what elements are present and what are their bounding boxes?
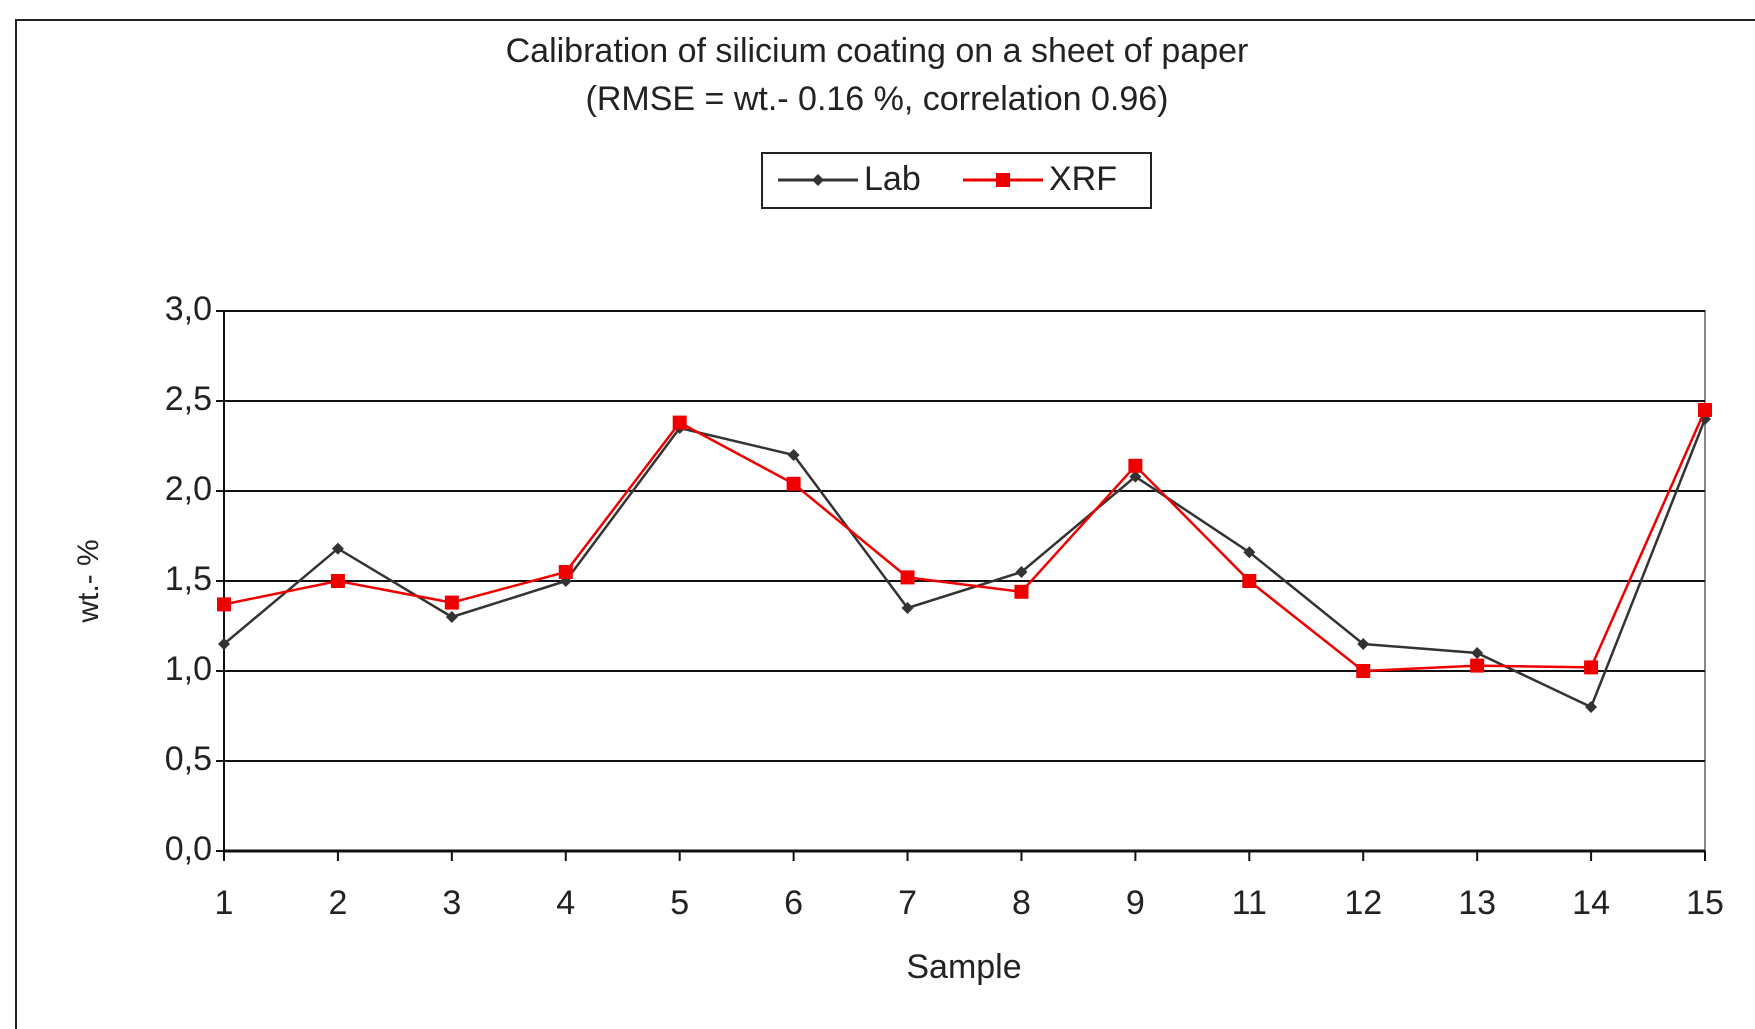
data-point [672, 415, 687, 430]
x-tick-label: 15 [1686, 884, 1724, 922]
data-point [445, 611, 458, 623]
data-point [444, 595, 459, 610]
data-point [217, 597, 231, 612]
data-point [1243, 546, 1256, 559]
y-tick-label: 0,5 [165, 740, 212, 778]
legend-marker [812, 174, 824, 186]
x-tick-label: 9 [1126, 884, 1145, 922]
data-point [1357, 638, 1370, 650]
x-tick-label: 4 [556, 884, 575, 922]
data-point [901, 602, 914, 614]
x-tick-label: 2 [328, 884, 347, 922]
frame [15, 19, 1755, 1029]
x-tick-label: 11 [1232, 884, 1267, 922]
x-tick-label: 8 [1012, 884, 1031, 922]
data-point [1014, 584, 1029, 599]
x-axis-label: Sample [906, 948, 1021, 986]
y-tick-label: 0,0 [165, 830, 212, 868]
data-point [1128, 458, 1143, 473]
data-point [331, 542, 344, 555]
legend-label: XRF [1049, 160, 1117, 198]
data-point [900, 570, 915, 585]
chart-title: Calibration of silicium coating on a she… [506, 32, 1249, 70]
x-tick-label: 1 [215, 884, 234, 922]
y-tick-label: 2,0 [165, 470, 212, 508]
y-axis-label: wt.- % [72, 539, 105, 623]
data-point [1129, 470, 1142, 483]
data-point [1356, 664, 1371, 678]
legend-label: Lab [864, 160, 921, 198]
data-point [787, 449, 800, 461]
x-tick-label: 13 [1458, 884, 1496, 922]
y-tick-label: 3,0 [165, 290, 212, 328]
x-tick-label: 5 [670, 884, 689, 922]
data-point [218, 638, 230, 650]
x-tick-label: 7 [898, 884, 917, 922]
x-tick-label: 12 [1344, 884, 1382, 922]
data-point [1242, 574, 1257, 588]
x-tick-label: 3 [442, 884, 461, 922]
x-tick-label: 14 [1572, 884, 1610, 922]
data-point [1015, 566, 1028, 578]
data-point [1698, 403, 1712, 417]
data-point [330, 574, 345, 588]
data-point [1471, 647, 1484, 659]
legend-marker [996, 173, 1010, 187]
data-point [1470, 658, 1485, 673]
y-tick-label: 2,5 [165, 380, 212, 418]
x-tick-label: 6 [784, 884, 803, 922]
data-point [1584, 660, 1599, 675]
chart-subtitle: (RMSE = wt.- 0.16 %, correlation 0.96) [586, 80, 1169, 118]
data-point [786, 476, 801, 491]
data-point [558, 565, 573, 579]
y-tick-label: 1,5 [165, 560, 212, 598]
data-point [1585, 701, 1598, 713]
series-line [223, 409, 1707, 673]
series-line [223, 418, 1707, 709]
y-tick-label: 1,0 [165, 650, 212, 688]
